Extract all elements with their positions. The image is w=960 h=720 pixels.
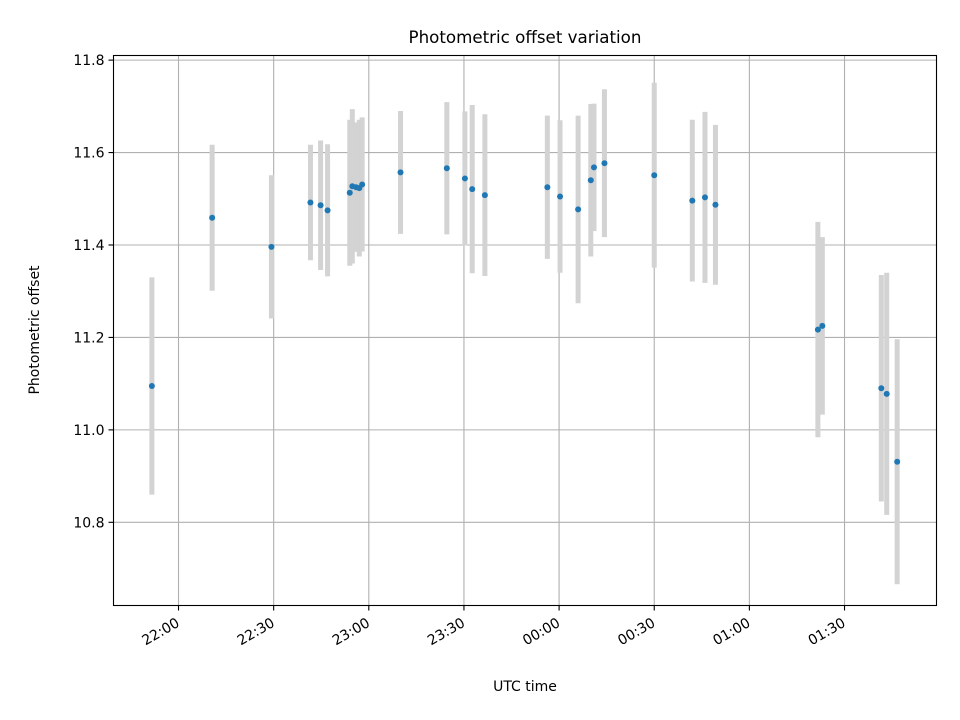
y-axis: 10.8 11.0 11.2 11.4 11.6 11.8: [73, 53, 114, 531]
data-point: [359, 181, 366, 188]
data-point: [346, 189, 353, 196]
y-tick-label: 11.2: [73, 330, 104, 346]
data-point: [469, 186, 476, 193]
plot-frame: [112, 54, 938, 607]
data-point: [317, 202, 324, 209]
data-point: [324, 207, 331, 214]
data-point: [701, 194, 708, 201]
data-point: [268, 243, 275, 250]
data-point: [575, 206, 582, 213]
data-point: [878, 385, 885, 392]
data-point: [651, 172, 658, 179]
data-point: [590, 164, 597, 171]
grid-layer: [113, 55, 937, 606]
chart-title: Photometric offset variation: [409, 27, 642, 47]
data-point: [481, 192, 488, 199]
y-axis-label: Photometric offset: [27, 265, 43, 395]
data-point: [307, 199, 314, 206]
data-point: [544, 184, 551, 191]
y-tick-label: 11.8: [73, 53, 104, 69]
data-point: [883, 390, 890, 397]
data-point: [601, 160, 608, 167]
y-tick-label: 11.6: [73, 146, 104, 162]
data-point: [712, 201, 719, 208]
data-point: [689, 197, 696, 204]
data-point: [587, 177, 594, 184]
data-point: [397, 169, 404, 176]
data-point: [894, 458, 901, 465]
y-tick-label: 11.0: [73, 423, 104, 439]
point-layer: [148, 160, 901, 465]
x-axis-label: UTC time: [493, 679, 557, 695]
data-point: [148, 382, 155, 389]
y-tick-label: 11.4: [73, 238, 104, 254]
y-tick-label: 10.8: [73, 515, 104, 531]
data-point: [209, 214, 216, 221]
data-point: [819, 322, 826, 329]
data-point: [443, 165, 450, 172]
data-point: [461, 175, 468, 182]
data-point: [814, 326, 821, 333]
data-point: [557, 193, 564, 200]
